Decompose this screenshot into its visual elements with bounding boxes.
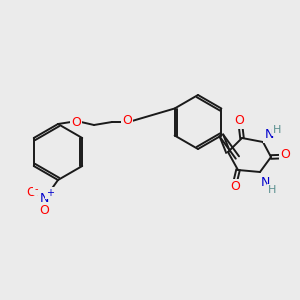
Text: H: H xyxy=(268,185,276,195)
Text: N: N xyxy=(260,176,270,188)
Text: -: - xyxy=(34,184,38,194)
Text: +: + xyxy=(46,188,54,198)
Text: N: N xyxy=(264,128,274,142)
Text: O: O xyxy=(280,148,290,161)
Text: O: O xyxy=(122,115,132,128)
Text: O: O xyxy=(39,205,49,218)
Text: H: H xyxy=(273,125,281,135)
Text: O: O xyxy=(230,181,240,194)
Text: N: N xyxy=(39,191,49,205)
Text: O: O xyxy=(26,187,36,200)
Text: O: O xyxy=(71,116,81,128)
Text: O: O xyxy=(234,115,244,128)
